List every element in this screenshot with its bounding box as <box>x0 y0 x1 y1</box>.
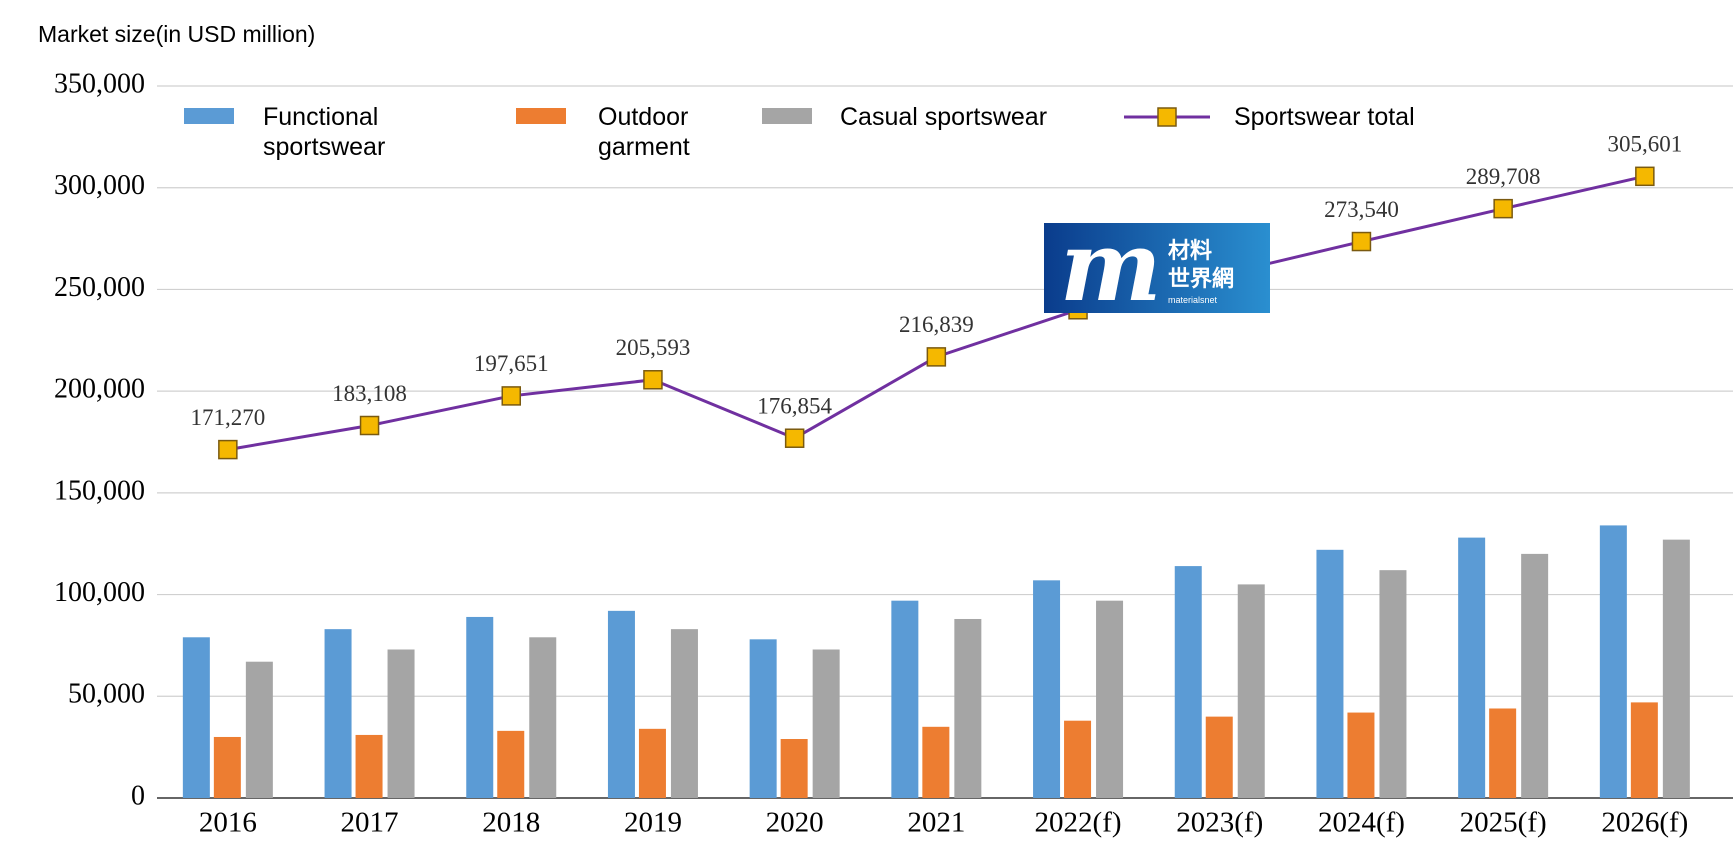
data-label: 216,839 <box>899 312 974 337</box>
bar <box>355 734 383 798</box>
line-marker <box>784 428 805 448</box>
data-label: 171,270 <box>190 405 265 430</box>
line-marker <box>501 386 521 406</box>
legend-marker <box>1157 107 1177 127</box>
bar <box>1458 537 1486 798</box>
bar <box>182 637 210 798</box>
bar <box>607 610 635 798</box>
x-tick-label: 2020 <box>766 807 824 839</box>
bar <box>638 728 666 798</box>
line-marker <box>1351 231 1372 252</box>
y-tick-label: 250,000 <box>54 272 145 303</box>
legend-label: Outdoor garment <box>598 103 690 161</box>
x-tick-label: 2018 <box>482 807 540 839</box>
legend-label: Sportswear total <box>1234 103 1415 131</box>
watermark-logo: m <box>1060 210 1162 323</box>
y-tick-label: 350,000 <box>54 68 145 99</box>
bar <box>245 661 273 798</box>
x-tick-label: 2023(f) <box>1176 807 1263 839</box>
data-label: 197,651 <box>474 351 549 376</box>
bar <box>1662 539 1690 798</box>
y-tick-label: 50,000 <box>68 679 145 710</box>
bar <box>213 736 241 798</box>
bar <box>1630 702 1658 798</box>
data-label: 205,593 <box>616 335 691 360</box>
bar <box>1205 716 1233 798</box>
bar <box>1347 712 1375 798</box>
bar <box>1521 553 1549 798</box>
bar <box>1237 584 1265 798</box>
bar <box>324 629 352 798</box>
bar <box>1174 566 1202 798</box>
line-marker <box>359 415 380 436</box>
y-axis-title: Market size(in USD million) <box>38 21 315 47</box>
y-tick-label: 200,000 <box>54 374 145 405</box>
x-tick-label: 2022(f) <box>1035 807 1122 839</box>
bar <box>749 639 777 798</box>
line-marker <box>926 347 947 367</box>
bar <box>1096 600 1124 798</box>
line-marker <box>218 439 238 460</box>
data-label: 305,601 <box>1607 132 1682 157</box>
legend-swatch <box>762 108 812 124</box>
bar <box>1033 580 1061 798</box>
x-tick-label: 2025(f) <box>1460 807 1547 839</box>
legend-swatch <box>184 108 234 124</box>
bar <box>891 600 919 798</box>
y-tick-label: 150,000 <box>54 475 145 506</box>
bar <box>954 618 982 798</box>
legend-label: Functional sportswear <box>263 103 386 161</box>
x-tick-label: 2024(f) <box>1318 807 1405 839</box>
bar <box>1599 525 1627 798</box>
data-label: 289,708 <box>1466 164 1541 189</box>
bar <box>1489 708 1517 798</box>
bar <box>670 629 698 798</box>
bar <box>466 616 494 798</box>
y-tick-label: 0 <box>131 780 145 811</box>
x-tick-label: 2021 <box>907 807 965 839</box>
bar <box>922 726 950 798</box>
watermark-box <box>1044 223 1270 313</box>
x-tick-label: 2026(f) <box>1601 807 1688 839</box>
data-label: 273,540 <box>1324 197 1399 222</box>
bar <box>1316 549 1344 798</box>
x-tick-label: 2016 <box>199 807 257 839</box>
legend-swatch <box>516 108 566 124</box>
x-tick-label: 2017 <box>341 807 399 839</box>
watermark-text: 世界網 <box>1168 266 1234 291</box>
bar <box>1064 720 1092 798</box>
bar <box>1379 570 1407 798</box>
x-tick-label: 2019 <box>624 807 682 839</box>
watermark-text: materialsnet <box>1168 295 1218 305</box>
data-label: 176,854 <box>757 394 832 419</box>
y-tick-label: 100,000 <box>54 577 145 608</box>
bar <box>497 730 525 798</box>
y-tick-label: 300,000 <box>54 170 145 201</box>
bar <box>529 637 557 798</box>
line-marker <box>643 370 663 390</box>
watermark: m 材料 世界網 materialsnet <box>1044 210 1270 323</box>
legend-label: Casual sportswear <box>840 103 1048 131</box>
bar <box>387 649 415 798</box>
bar <box>780 739 808 798</box>
bar <box>812 649 840 798</box>
data-label: 183,108 <box>332 381 407 406</box>
line-marker <box>1493 198 1513 219</box>
watermark-text: 材料 <box>1168 238 1212 263</box>
line-marker <box>1635 166 1655 187</box>
